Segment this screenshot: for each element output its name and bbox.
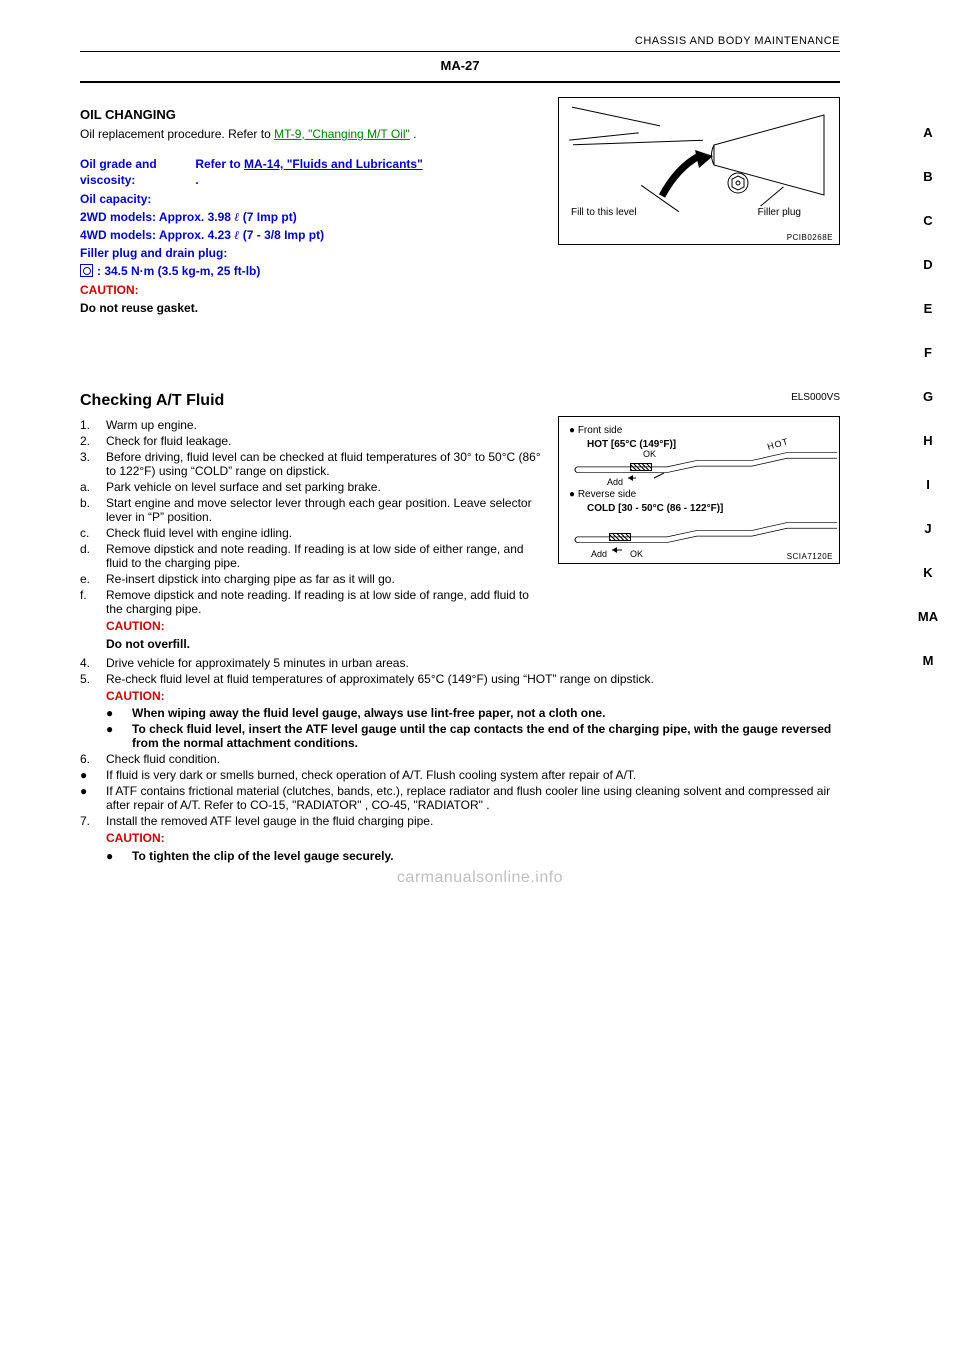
step: 7.Install the removed ATF level gauge in… [80,814,840,828]
sidebar-item[interactable]: B [923,169,932,184]
oil-change-ref: Oil replacement procedure. Refer to MT-9… [80,126,544,142]
caution-label: CAUTION: [106,689,165,703]
fig-label-filler-plug: Filler plug [758,207,801,218]
step-bullet: ●If ATF contains frictional material (cl… [80,784,840,812]
divider [80,51,840,52]
ref-code: ELS000VS [791,392,840,403]
substep: e.Re-insert dipstick into charging pipe … [80,572,544,586]
sidebar-item[interactable]: F [924,345,932,360]
step: 1.Warm up engine. [80,418,544,432]
figure-dipstick: ● Front side HOT [65°C (149°F)] HOT Add … [558,416,840,564]
oil-changing-heading: OIL CHANGING [80,107,544,122]
divider-thick [80,81,840,83]
mt-oil-link[interactable]: MT-9, "Changing M/T Oil" [274,127,410,141]
fluids-link[interactable]: MA-14, "Fluids and Lubricants" [244,157,423,171]
step: 3.Before driving, fluid level can be che… [80,450,544,478]
sidebar-item[interactable]: E [924,301,933,316]
sidebar-item[interactable]: G [923,389,933,404]
caution-label: CAUTION: [106,619,165,633]
sidebar-item[interactable]: M [923,653,934,668]
figure-code: SCIA7120E [787,552,833,561]
substep: c.Check fluid level with engine idling. [80,526,544,540]
capacity-label: Oil capacity: [80,191,544,207]
caution-bullet: ●When wiping away the fluid level gauge,… [80,706,840,720]
capacity-4wd: 4WD models: Approx. 4.23 ℓ (7 - 3/8 Imp … [80,227,544,243]
plug-label: Filler plug and drain plug: [80,245,544,261]
substep: f.Remove dipstick and note reading. If r… [80,588,544,616]
sidebar-item[interactable]: C [923,213,932,228]
fig-label-fill-level: Fill to this level [571,207,637,218]
torque-icon [80,264,93,277]
substep: d.Remove dipstick and note reading. If r… [80,542,544,570]
page-header: CHASSIS AND BODY MAINTENANCE [80,35,840,47]
caution-block: CAUTION: [80,282,544,298]
step: 6.Check fluid condition. [80,752,840,766]
figure-filler-plug: Fill to this level Filler plug PCIB0268E [558,97,840,245]
sidebar-item[interactable]: H [923,433,932,448]
spec-row: Oil grade and viscosity: Refer to MA-14,… [80,156,544,188]
page-number: MA-27 [80,58,840,73]
watermark: carmanualsonline.info [0,869,960,887]
figure-code: PCIB0268E [787,233,833,242]
section-index-sidebar: A B C D E F G H I J K MA M [914,125,942,668]
sidebar-item[interactable]: D [923,257,932,272]
substep: a.Park vehicle on level surface and set … [80,480,544,494]
sidebar-item[interactable]: J [924,521,931,536]
caution-text: Do not reuse gasket. [80,300,544,316]
step-bullet: ●If fluid is very dark or smells burned,… [80,768,840,782]
sidebar-item[interactable]: I [926,477,930,492]
caution-bullet: ●To check fluid level, insert the ATF le… [80,722,840,750]
at-fluid-heading: Checking A/T Fluid ELS000VS [80,392,840,410]
substep: b.Start engine and move selector lever t… [80,496,544,524]
caution-text: Do not overfill. [80,636,544,652]
capacity-2wd: 2WD models: Approx. 3.98 ℓ (7 Imp pt) [80,209,544,225]
sidebar-item[interactable]: K [923,565,932,580]
sidebar-item-active[interactable]: MA [918,609,938,624]
step: 2.Check for fluid leakage. [80,434,544,448]
caution-bullet: ●To tighten the clip of the level gauge … [80,849,840,863]
step: 5.Re-check fluid level at fluid temperat… [80,672,840,686]
caution-label: CAUTION: [106,831,165,845]
sidebar-item[interactable]: A [923,125,932,140]
plug-torque: : 34.5 N·m (3.5 kg-m, 25 ft-lb) [80,263,544,279]
step: 4.Drive vehicle for approximately 5 minu… [80,656,840,670]
